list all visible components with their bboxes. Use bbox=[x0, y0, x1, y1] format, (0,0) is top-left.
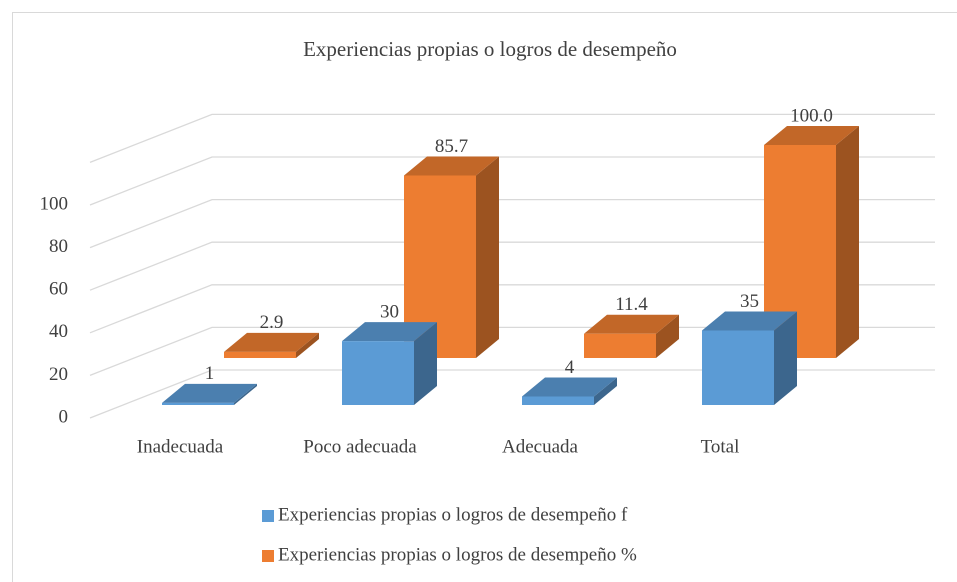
bar-top bbox=[224, 332, 319, 352]
bar-top bbox=[162, 383, 257, 403]
value-label: 85.7 bbox=[435, 136, 468, 157]
bar-top bbox=[702, 311, 797, 331]
bar-side bbox=[296, 332, 319, 358]
bar-side bbox=[234, 383, 257, 405]
bar-top bbox=[764, 126, 859, 145]
bar-top bbox=[404, 156, 499, 176]
bar-top bbox=[584, 314, 679, 334]
legend-label: Experiencias propias o logros de desempe… bbox=[278, 504, 628, 525]
grid-line bbox=[89, 284, 935, 334]
bar-front bbox=[342, 341, 414, 405]
bar-top bbox=[522, 377, 617, 397]
y-tick-label: 40 bbox=[49, 321, 68, 342]
bar-side bbox=[414, 322, 437, 405]
value-label: 35 bbox=[740, 291, 759, 312]
value-label: 4 bbox=[565, 357, 575, 378]
wall-edge bbox=[89, 113, 935, 164]
y-tick-label: 100 bbox=[40, 193, 69, 214]
bar-front bbox=[764, 145, 836, 358]
bar bbox=[584, 314, 679, 358]
x-tick-label: Total bbox=[701, 436, 740, 457]
value-label: 1 bbox=[205, 363, 215, 384]
value-label: 100.0 bbox=[790, 105, 833, 126]
bar-front bbox=[702, 330, 774, 405]
value-label: 30 bbox=[380, 301, 399, 322]
legend-swatch bbox=[262, 510, 274, 522]
y-tick-label: 0 bbox=[59, 406, 69, 427]
y-tick-label: 80 bbox=[49, 236, 68, 257]
value-label: 2.9 bbox=[260, 312, 284, 333]
bar-front bbox=[224, 351, 296, 358]
bar bbox=[702, 311, 797, 405]
bar bbox=[224, 332, 319, 358]
legend-label: Experiencias propias o logros de desempe… bbox=[278, 544, 637, 565]
bar-front bbox=[584, 333, 656, 358]
bar bbox=[764, 126, 859, 358]
bar bbox=[404, 156, 499, 358]
bar-top bbox=[342, 322, 437, 342]
bar-side bbox=[774, 311, 797, 405]
bar bbox=[342, 322, 437, 405]
y-tick-label: 20 bbox=[49, 364, 68, 385]
grid-line bbox=[89, 369, 935, 419]
value-label: 11.4 bbox=[615, 294, 648, 315]
x-tick-label: Poco adecuada bbox=[303, 436, 417, 457]
bar bbox=[522, 377, 617, 405]
x-tick-label: Inadecuada bbox=[137, 436, 224, 457]
grid-line bbox=[89, 156, 935, 206]
bar-front bbox=[522, 396, 594, 405]
bar-side bbox=[656, 314, 679, 358]
y-tick-label: 60 bbox=[49, 279, 68, 300]
bar-side bbox=[594, 377, 617, 405]
x-tick-label: Adecuada bbox=[502, 436, 579, 457]
bar-front bbox=[162, 402, 234, 405]
chart-title: Experiencias propias o logros de desempe… bbox=[303, 37, 677, 61]
bar-side bbox=[476, 156, 499, 358]
grid-line bbox=[89, 241, 935, 291]
grid-line bbox=[89, 326, 935, 377]
legend-swatch bbox=[262, 550, 274, 562]
grid-line bbox=[89, 198, 935, 249]
bar-front bbox=[404, 175, 476, 358]
bar bbox=[162, 383, 257, 405]
bar-side bbox=[836, 126, 859, 358]
